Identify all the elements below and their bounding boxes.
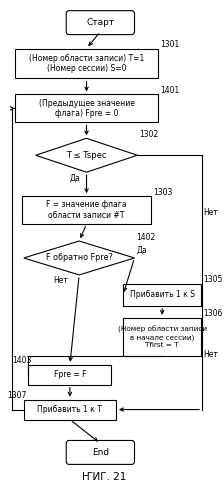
Text: 1402: 1402: [136, 233, 156, 242]
Text: 1302: 1302: [139, 130, 158, 139]
Bar: [24, 400, 116, 420]
Bar: [123, 318, 201, 356]
Bar: [22, 196, 151, 224]
Text: 1301: 1301: [160, 40, 179, 49]
Polygon shape: [36, 138, 137, 172]
Text: Нет: Нет: [203, 350, 218, 359]
Text: 1307: 1307: [7, 391, 26, 400]
FancyBboxPatch shape: [66, 441, 134, 465]
Text: (Номер области записи) Т=1
(Номер сессии) S=0: (Номер области записи) Т=1 (Номер сессии…: [29, 54, 144, 73]
Text: Да: Да: [136, 246, 147, 255]
Text: End: End: [92, 448, 109, 457]
Text: 1303: 1303: [153, 188, 172, 197]
Text: 1403: 1403: [12, 356, 31, 365]
Bar: [15, 94, 158, 122]
Text: Нет: Нет: [203, 208, 218, 217]
Text: Да: Да: [70, 173, 81, 182]
Text: Старт: Старт: [86, 18, 114, 27]
Bar: [123, 284, 201, 306]
FancyBboxPatch shape: [66, 10, 134, 34]
Text: Нет: Нет: [53, 276, 68, 285]
Polygon shape: [24, 241, 134, 275]
Text: F обратно Fpre?: F обратно Fpre?: [46, 253, 112, 262]
Text: 1401: 1401: [160, 86, 179, 95]
Text: Fpre = F: Fpre = F: [54, 370, 86, 379]
Text: Прибавить 1 к Т: Прибавить 1 к Т: [37, 405, 102, 414]
Text: (Номер области записи
в начале сессии)
Tfirst = T: (Номер области записи в начале сессии) T…: [118, 326, 207, 348]
Text: 1306: 1306: [203, 309, 223, 318]
Text: Прибавить 1 к S: Прибавить 1 к S: [130, 290, 195, 299]
Text: (Предыдущее значение
флага) Fpre = 0: (Предыдущее значение флага) Fpre = 0: [39, 99, 134, 118]
Text: 1305: 1305: [203, 275, 223, 284]
Text: ҤИГ. 21: ҤИГ. 21: [82, 473, 126, 483]
Bar: [15, 48, 158, 78]
Bar: [28, 365, 111, 385]
Text: F = значение флага
области записи #Т: F = значение флага области записи #Т: [46, 201, 127, 220]
Text: T ≤ Tspec: T ≤ Tspec: [66, 151, 107, 160]
